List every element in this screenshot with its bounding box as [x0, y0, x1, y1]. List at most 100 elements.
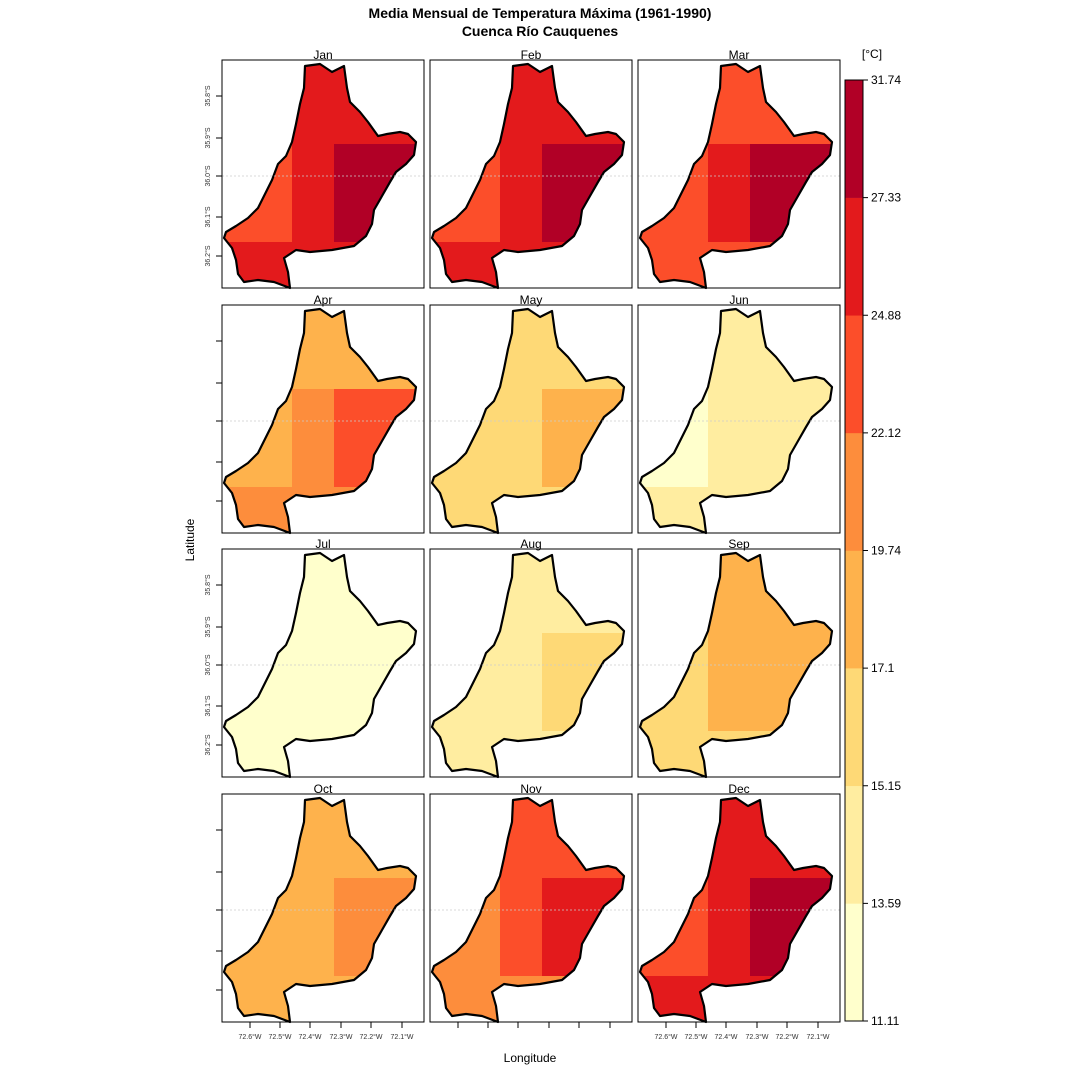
heat-cell — [376, 389, 391, 404]
heat-cell — [708, 242, 723, 257]
heat-cell — [612, 948, 624, 963]
heat-cell — [652, 689, 667, 704]
heat-cell — [750, 892, 765, 907]
heat-cell — [792, 619, 807, 634]
heat-cell — [472, 375, 487, 390]
heat-cell — [292, 473, 307, 488]
heat-cell — [250, 605, 265, 620]
heat-cell — [390, 962, 405, 977]
heat-cell — [584, 731, 599, 746]
heat-cell — [404, 186, 416, 201]
heat-cell — [320, 389, 335, 404]
heat-cell — [556, 309, 571, 320]
heat-cell — [390, 116, 405, 131]
heat-cell — [264, 563, 279, 578]
heat-cell — [458, 798, 473, 809]
heat-cell — [432, 759, 445, 774]
heat-cell — [556, 214, 571, 229]
heat-cell — [500, 906, 515, 921]
heat-cell — [390, 186, 405, 201]
heat-cell — [362, 333, 377, 348]
heat-cell — [404, 515, 416, 530]
heat-cell — [598, 515, 613, 530]
heat-cell — [444, 605, 459, 620]
heat-cell — [348, 214, 363, 229]
heat-cell — [500, 703, 515, 718]
heat-cell — [432, 619, 445, 634]
heat-cell — [486, 850, 501, 865]
heat-cell — [652, 375, 667, 390]
colorbar-label: 13.59 — [871, 896, 901, 910]
heat-cell — [584, 553, 599, 564]
heat-cell — [708, 976, 723, 991]
panel-frame — [221, 304, 425, 534]
heat-cell — [362, 64, 377, 75]
heat-cell — [236, 431, 251, 446]
heat-cell — [362, 990, 377, 1005]
heat-cell — [792, 417, 807, 432]
heat-cell — [236, 906, 251, 921]
heat-cell — [320, 347, 335, 362]
heat-cell — [514, 473, 529, 488]
heat-cell — [236, 591, 251, 606]
heat-cell — [236, 445, 251, 460]
heat-cell — [376, 703, 391, 718]
heat-cell — [348, 200, 363, 215]
heat-cell — [722, 892, 737, 907]
heat-cell — [722, 309, 737, 320]
heat-cell — [736, 200, 751, 215]
heat-cell — [764, 403, 779, 418]
heat-cell — [306, 309, 321, 320]
heat-cell — [444, 892, 459, 907]
heat-cell — [486, 661, 501, 676]
heat-cell — [236, 361, 251, 376]
heat-cell — [556, 745, 571, 760]
heat-cell — [652, 878, 667, 893]
heat-cell — [570, 515, 585, 530]
heat-cell — [292, 990, 307, 1005]
heat-cell — [820, 88, 832, 103]
heat-cell — [640, 798, 653, 809]
heat-cell — [598, 962, 613, 977]
heat-cell — [666, 270, 681, 285]
heat-cell — [680, 102, 695, 117]
heat-cell — [500, 403, 515, 418]
heat-cell — [584, 906, 599, 921]
heat-cell — [764, 501, 779, 516]
heat-cell — [764, 906, 779, 921]
heat-cell — [750, 553, 765, 564]
heat-cell — [570, 501, 585, 516]
heat-cell — [584, 619, 599, 634]
heat-cell — [306, 319, 321, 334]
heat-cell — [334, 798, 349, 809]
heat-cell — [708, 934, 723, 949]
heat-cell — [820, 417, 832, 432]
heat-cell — [236, 256, 251, 271]
heat-cell — [612, 906, 624, 921]
heat-cell — [528, 501, 543, 516]
heat-cell — [722, 553, 737, 564]
heat-cell — [792, 88, 807, 103]
heat-cell — [764, 375, 779, 390]
heat-cell — [514, 798, 529, 809]
heat-cell — [348, 808, 363, 823]
heat-cell — [348, 675, 363, 690]
heat-cell — [584, 270, 599, 285]
heat-cell — [722, 990, 737, 1005]
heat-cell — [306, 619, 321, 634]
heat-cell — [722, 962, 737, 977]
heat-cell — [458, 515, 473, 530]
heat-cell — [236, 577, 251, 592]
heat-cell — [472, 144, 487, 159]
heat-cell — [806, 284, 821, 288]
heat-cell — [640, 759, 653, 774]
heat-cell — [528, 200, 543, 215]
heat-cell — [432, 361, 445, 376]
heat-cell — [778, 144, 793, 159]
heat-cell — [404, 703, 416, 718]
heat-cell — [652, 228, 667, 243]
heat-cell — [694, 850, 709, 865]
heat-cell — [764, 214, 779, 229]
heat-cell — [694, 892, 709, 907]
